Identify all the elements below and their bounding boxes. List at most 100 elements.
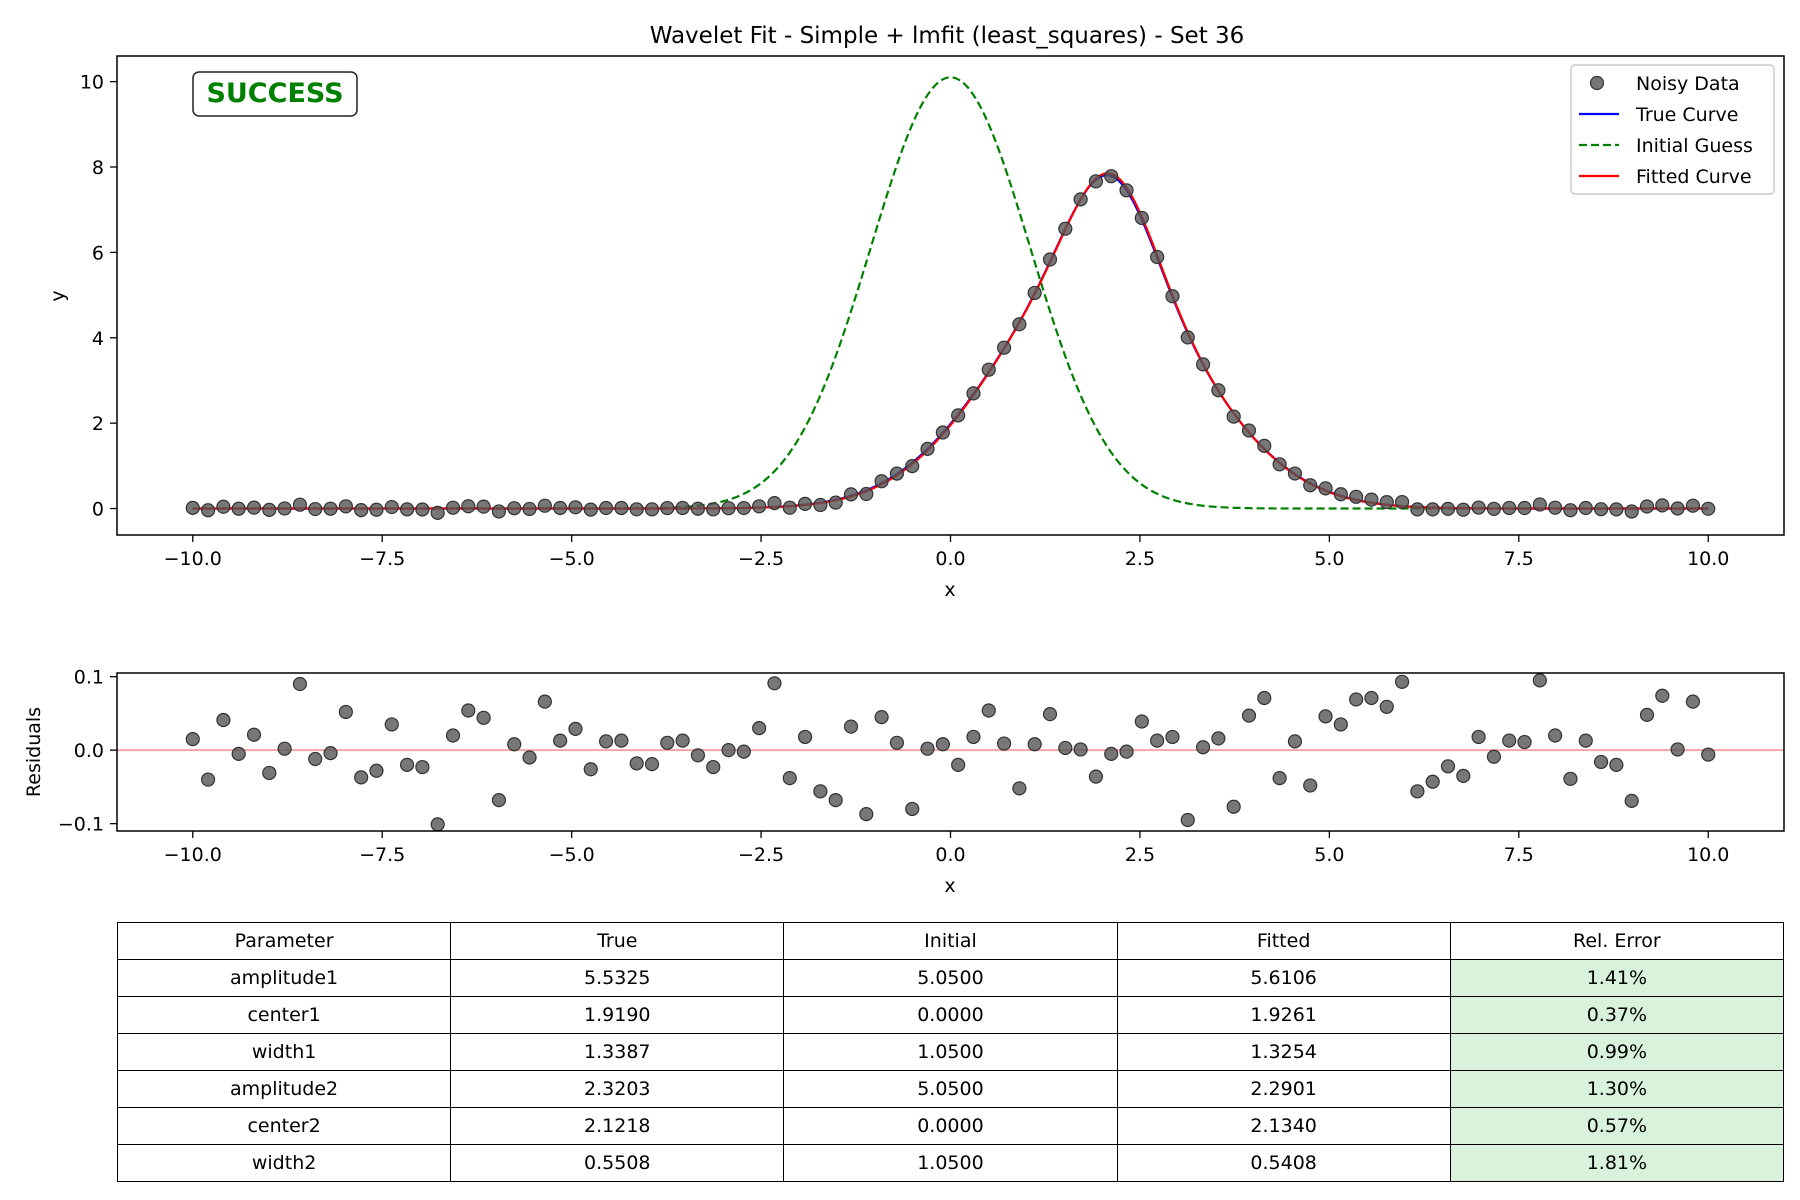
x-tick-label: 7.5	[1504, 844, 1534, 866]
noisy-data-point	[491, 504, 507, 519]
residual-point	[1517, 734, 1532, 750]
residual-point	[216, 712, 231, 728]
noisy-data-point	[308, 501, 323, 517]
legend-label-initial: Initial Guess	[1636, 135, 1753, 157]
residual-point	[1593, 754, 1609, 770]
noisy-data-point	[323, 501, 338, 516]
residual-point	[522, 750, 537, 765]
residual-point	[736, 744, 751, 759]
noisy-data-point	[996, 340, 1012, 355]
residual-point	[461, 703, 476, 718]
residual-point	[583, 762, 598, 777]
legend-label-true: True Curve	[1635, 104, 1738, 126]
noisy-data-point	[262, 502, 277, 517]
cell-rel-error: 0.57%	[1449, 1107, 1785, 1145]
legend-label-fitted: Fitted Curve	[1636, 166, 1752, 188]
noisy-data-point	[200, 503, 216, 518]
parameter-table-body: amplitude1 5.5325 5.0500 5.6106 1.41% ce…	[116, 959, 1785, 1182]
residual-x-ticks: −10.0 −7.5 −5.0 −2.5 0.0 2.5 5.0 7.5 10.0	[164, 831, 1729, 866]
noisy-data-point	[583, 502, 598, 517]
cell-rel-error: 1.41%	[1449, 959, 1785, 997]
residual-point	[1195, 740, 1211, 755]
residual-point	[1150, 733, 1165, 748]
cell-initial: 1.0500	[783, 1144, 1118, 1182]
legend: Noisy Data True Curve Initial Guess Fitt…	[1570, 64, 1775, 195]
residual-point	[889, 735, 905, 750]
noisy-data-point	[1593, 502, 1609, 517]
noisy-data-point	[951, 408, 966, 423]
noisy-data-point	[1502, 500, 1517, 516]
noisy-data-point	[1058, 221, 1073, 236]
residual-y-ticks: −0.1 0.0 0.1	[58, 667, 117, 836]
cell-fitted: 0.5408	[1116, 1144, 1451, 1182]
cell-parameter: center1	[116, 996, 452, 1034]
status-badge: SUCCESS	[192, 71, 358, 117]
noisy-data-point	[384, 499, 399, 515]
residual-point	[1639, 707, 1655, 722]
noisy-data-point	[1104, 169, 1119, 184]
noisy-data-point	[1134, 210, 1149, 226]
residual-point	[568, 721, 583, 736]
noisy-data-point	[461, 499, 476, 514]
residual-point	[813, 784, 828, 799]
parameter-table-header: Parameter True Initial Fitted Rel. Error	[116, 922, 1785, 960]
header-initial: Initial	[783, 922, 1118, 960]
noisy-data-point	[292, 497, 308, 512]
cell-initial: 0.0000	[783, 996, 1118, 1034]
x-tick-label: −10.0	[164, 844, 222, 866]
residual-point	[614, 733, 629, 748]
x-tick-label: 0.0	[935, 548, 965, 570]
noisy-data-point	[1517, 500, 1532, 516]
residual-point	[1303, 778, 1318, 793]
noisy-data-point	[752, 499, 767, 514]
noisy-data-point	[828, 495, 843, 510]
residual-point	[843, 719, 859, 734]
noisy-data-point	[1119, 183, 1134, 198]
x-tick-label: −2.5	[738, 844, 784, 866]
cell-parameter: amplitude1	[116, 959, 452, 997]
noisy-data-point	[430, 505, 445, 520]
noisy-data-point	[1180, 330, 1195, 345]
residual-point	[553, 733, 568, 748]
noisy-data-point	[1624, 504, 1639, 519]
residual-point	[629, 756, 644, 771]
legend-item-true-curve: True Curve	[1579, 104, 1738, 126]
residual-point	[292, 676, 308, 692]
cell-parameter: width1	[116, 1033, 452, 1071]
cell-fitted: 2.1340	[1116, 1107, 1451, 1145]
noisy-data-point	[1701, 501, 1716, 516]
noisy-data-point	[369, 502, 384, 517]
header-rel-error: Rel. Error	[1449, 922, 1785, 960]
noisy-data-point	[889, 466, 905, 481]
residual-point	[1410, 784, 1425, 799]
residual-point	[690, 748, 706, 763]
x-tick-label: −2.5	[738, 548, 784, 570]
residual-point	[246, 727, 262, 742]
noisy-data-point	[859, 486, 874, 502]
cell-parameter: center2	[116, 1107, 452, 1145]
legend-marker-noisy	[1589, 75, 1605, 91]
noisy-data-point	[445, 500, 461, 515]
table-row: width1 1.3387 1.0500 1.3254 0.99%	[116, 1033, 1785, 1071]
residual-point	[1578, 733, 1593, 748]
noisy-data-point	[905, 459, 920, 474]
noisy-data-point	[1532, 497, 1547, 512]
residual-point	[231, 746, 246, 761]
residual-point	[1685, 694, 1701, 709]
residual-point	[1624, 793, 1639, 808]
legend-item-fitted-curve: Fitted Curve	[1579, 166, 1752, 188]
noisy-data-point	[1226, 409, 1241, 424]
noisy-data-point	[185, 500, 200, 515]
noisy-data-point	[614, 500, 629, 516]
true-curve-line	[192, 174, 1709, 510]
main-curves	[192, 76, 1709, 510]
noisy-data-point	[644, 502, 660, 517]
residual-point	[1073, 742, 1088, 757]
legend-label-noisy: Noisy Data	[1636, 73, 1740, 95]
x-tick-label: −7.5	[359, 548, 405, 570]
residual-point	[369, 763, 384, 778]
noisy-data-point	[690, 501, 706, 516]
residual-point	[1456, 768, 1471, 783]
noisy-data-point	[277, 501, 292, 516]
